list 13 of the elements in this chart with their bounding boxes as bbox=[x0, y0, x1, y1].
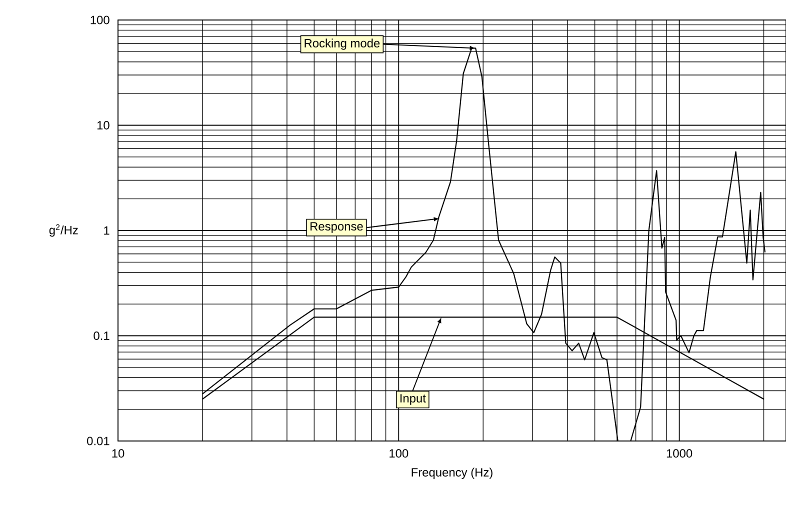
y-tick-label: 1 bbox=[104, 226, 110, 235]
y-tick-label: 10 bbox=[97, 121, 110, 130]
annotation: Rocking mode bbox=[304, 38, 380, 50]
x-tick-label: 1000 bbox=[666, 449, 692, 458]
annotation: Response bbox=[310, 222, 363, 233]
annotation: Input bbox=[400, 394, 426, 405]
y-axis-title: g$^{2}$/Hz bbox=[49, 224, 78, 237]
y-tick-label: 0.01 bbox=[87, 436, 110, 446]
y-tick-label: 0.1 bbox=[94, 332, 110, 340]
x-tick-label: 100 bbox=[390, 449, 408, 458]
x-tick-label: 10 bbox=[112, 449, 124, 458]
y-tick-label: 100 bbox=[90, 16, 110, 24]
x-axis-title: Frequency (Hz) bbox=[412, 468, 492, 479]
